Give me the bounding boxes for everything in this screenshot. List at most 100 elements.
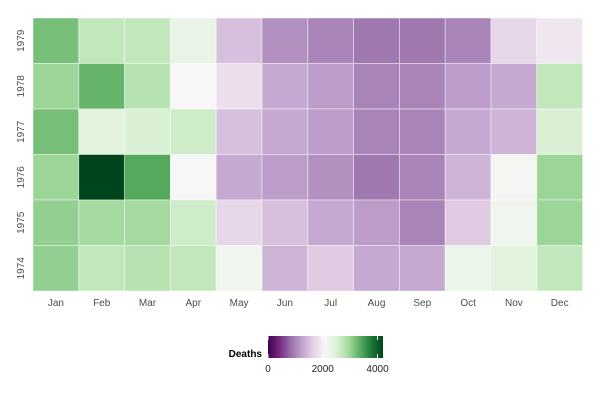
heatmap-cell-1976-Jul [307,154,354,201]
heatmap-cell-1977-Sep [398,108,446,155]
x-tick-label: Mar [139,298,157,309]
heatmap-cell-1975-Sep [398,199,446,246]
legend-tick-label: 0 [265,364,271,375]
heatmap-cell-1976-Oct [444,154,492,201]
heatmap-cell-1978-Jul [307,63,354,110]
heatmap-cell-1974-Oct [444,245,492,292]
y-tick-label: 1976 [16,166,27,189]
heatmap-cell-1978-Apr [169,63,217,110]
heatmap-cell-1978-Oct [444,63,492,110]
heatmap-cell-1977-Nov [490,108,538,155]
heatmap-cell-1974-Dec [536,245,583,292]
heatmap-cell-1979-Feb [78,17,126,64]
heatmap-cell-1974-Aug [353,245,400,292]
x-tick-label: Apr [186,298,202,309]
heatmap-cell-1978-May [215,63,263,110]
heatmap-cell-1976-Jun [261,154,309,201]
heatmap-cell-1975-Apr [169,199,217,246]
heatmap-cell-1974-Sep [398,245,446,292]
legend-tick-label: 2000 [312,364,335,375]
heatmap-cell-1975-Dec [536,199,583,246]
heatmap-cell-1977-Jul [307,108,354,155]
heatmap-cell-1974-Feb [78,245,126,292]
legend-ticks: 0 2000 4000 [265,336,389,375]
heatmap-cell-1977-Feb [78,108,126,155]
heatmap-cell-1975-Oct [444,199,492,246]
y-tick-label: 1978 [16,75,27,98]
heatmap-cell-1975-Feb [78,199,126,246]
x-tick-label: Feb [93,298,111,309]
y-tick-label: 1974 [16,257,27,280]
heatmap-cell-1977-Oct [444,108,492,155]
heatmap-cell-1976-Aug [353,154,400,201]
heatmap-cell-1977-Aug [353,108,400,155]
legend-tick-label: 4000 [366,364,389,375]
heatmap-cell-1979-Jul [307,17,354,64]
heatmap-cell-1976-Nov [490,154,538,201]
heatmap-cells [32,17,583,292]
heatmap-cell-1976-Sep [398,154,446,201]
heatmap-cell-1974-Jun [261,245,309,292]
y-axis: 1979 1978 1977 1976 1975 1974 [16,29,27,279]
heatmap-cell-1978-Jun [261,63,309,110]
legend-title: Deaths [229,349,263,360]
heatmap-cell-1975-Mar [124,199,171,246]
heatmap-cell-1978-Aug [353,63,400,110]
heatmap-cell-1979-Sep [398,17,446,64]
heatmap-cell-1975-Nov [490,199,538,246]
x-axis: Jan Feb Mar Apr May Jun Jul Aug Sep Oct Nov Dec [48,298,569,309]
x-tick-label: Dec [551,298,569,309]
y-tick-label: 1975 [16,211,27,234]
heatmap-cell-1979-Dec [536,17,583,64]
legend: Deaths 0 2000 4000 [229,336,389,375]
heatmap-cell-1974-Apr [169,245,217,292]
heatmap-cell-1974-Mar [124,245,171,292]
heatmap-cell-1975-Jun [261,199,309,246]
heatmap-cell-1974-Jul [307,245,354,292]
heatmap-cell-1975-Jul [307,199,354,246]
y-tick-label: 1977 [16,120,27,143]
heatmap-cell-1977-Mar [124,108,171,155]
heatmap-cell-1974-Nov [490,245,538,292]
heatmap-cell-1979-Mar [124,17,171,64]
heatmap-cell-1978-Jan [32,63,80,110]
heatmap-cell-1979-Jun [261,17,309,64]
x-tick-label: Sep [413,298,431,309]
heatmap-cell-1974-Jan [32,245,80,292]
heatmap-cell-1976-Feb [78,154,126,201]
heatmap-cell-1979-Oct [444,17,492,64]
heatmap-cell-1977-Apr [169,108,217,155]
heatmap-cell-1975-Jan [32,199,80,246]
heatmap-cell-1978-Nov [490,63,538,110]
heatmap-cell-1978-Mar [124,63,171,110]
heatmap-cell-1975-May [215,199,263,246]
heatmap-cell-1976-May [215,154,263,201]
heatmap-cell-1976-Dec [536,154,583,201]
heatmap-cell-1976-Jan [32,154,80,201]
heatmap-cell-1975-Aug [353,199,400,246]
heatmap-cell-1977-May [215,108,263,155]
heatmap-cell-1977-Jan [32,108,80,155]
heatmap-cell-1979-Nov [490,17,538,64]
x-tick-label: Nov [505,298,523,309]
heatmap-cell-1979-Apr [169,17,217,64]
heatmap-cell-1978-Dec [536,63,583,110]
heatmap-cell-1977-Dec [536,108,583,155]
legend-colorbar [268,336,383,358]
heatmap-cell-1976-Apr [169,154,217,201]
x-tick-label: Jul [324,298,337,309]
x-tick-label: Oct [460,298,476,309]
x-tick-label: Jan [48,298,64,309]
heatmap-cell-1979-Aug [353,17,400,64]
heatmap-cell-1976-Mar [124,154,171,201]
x-tick-label: Jun [277,298,293,309]
heatmap-cell-1974-May [215,245,263,292]
heatmap-cell-1977-Jun [261,108,309,155]
heatmap-cell-1979-May [215,17,263,64]
x-tick-label: May [230,298,249,309]
y-tick-label: 1979 [16,29,27,52]
heatmap-cell-1979-Jan [32,17,80,64]
x-tick-label: Aug [368,298,386,309]
heatmap-cell-1978-Feb [78,63,126,110]
